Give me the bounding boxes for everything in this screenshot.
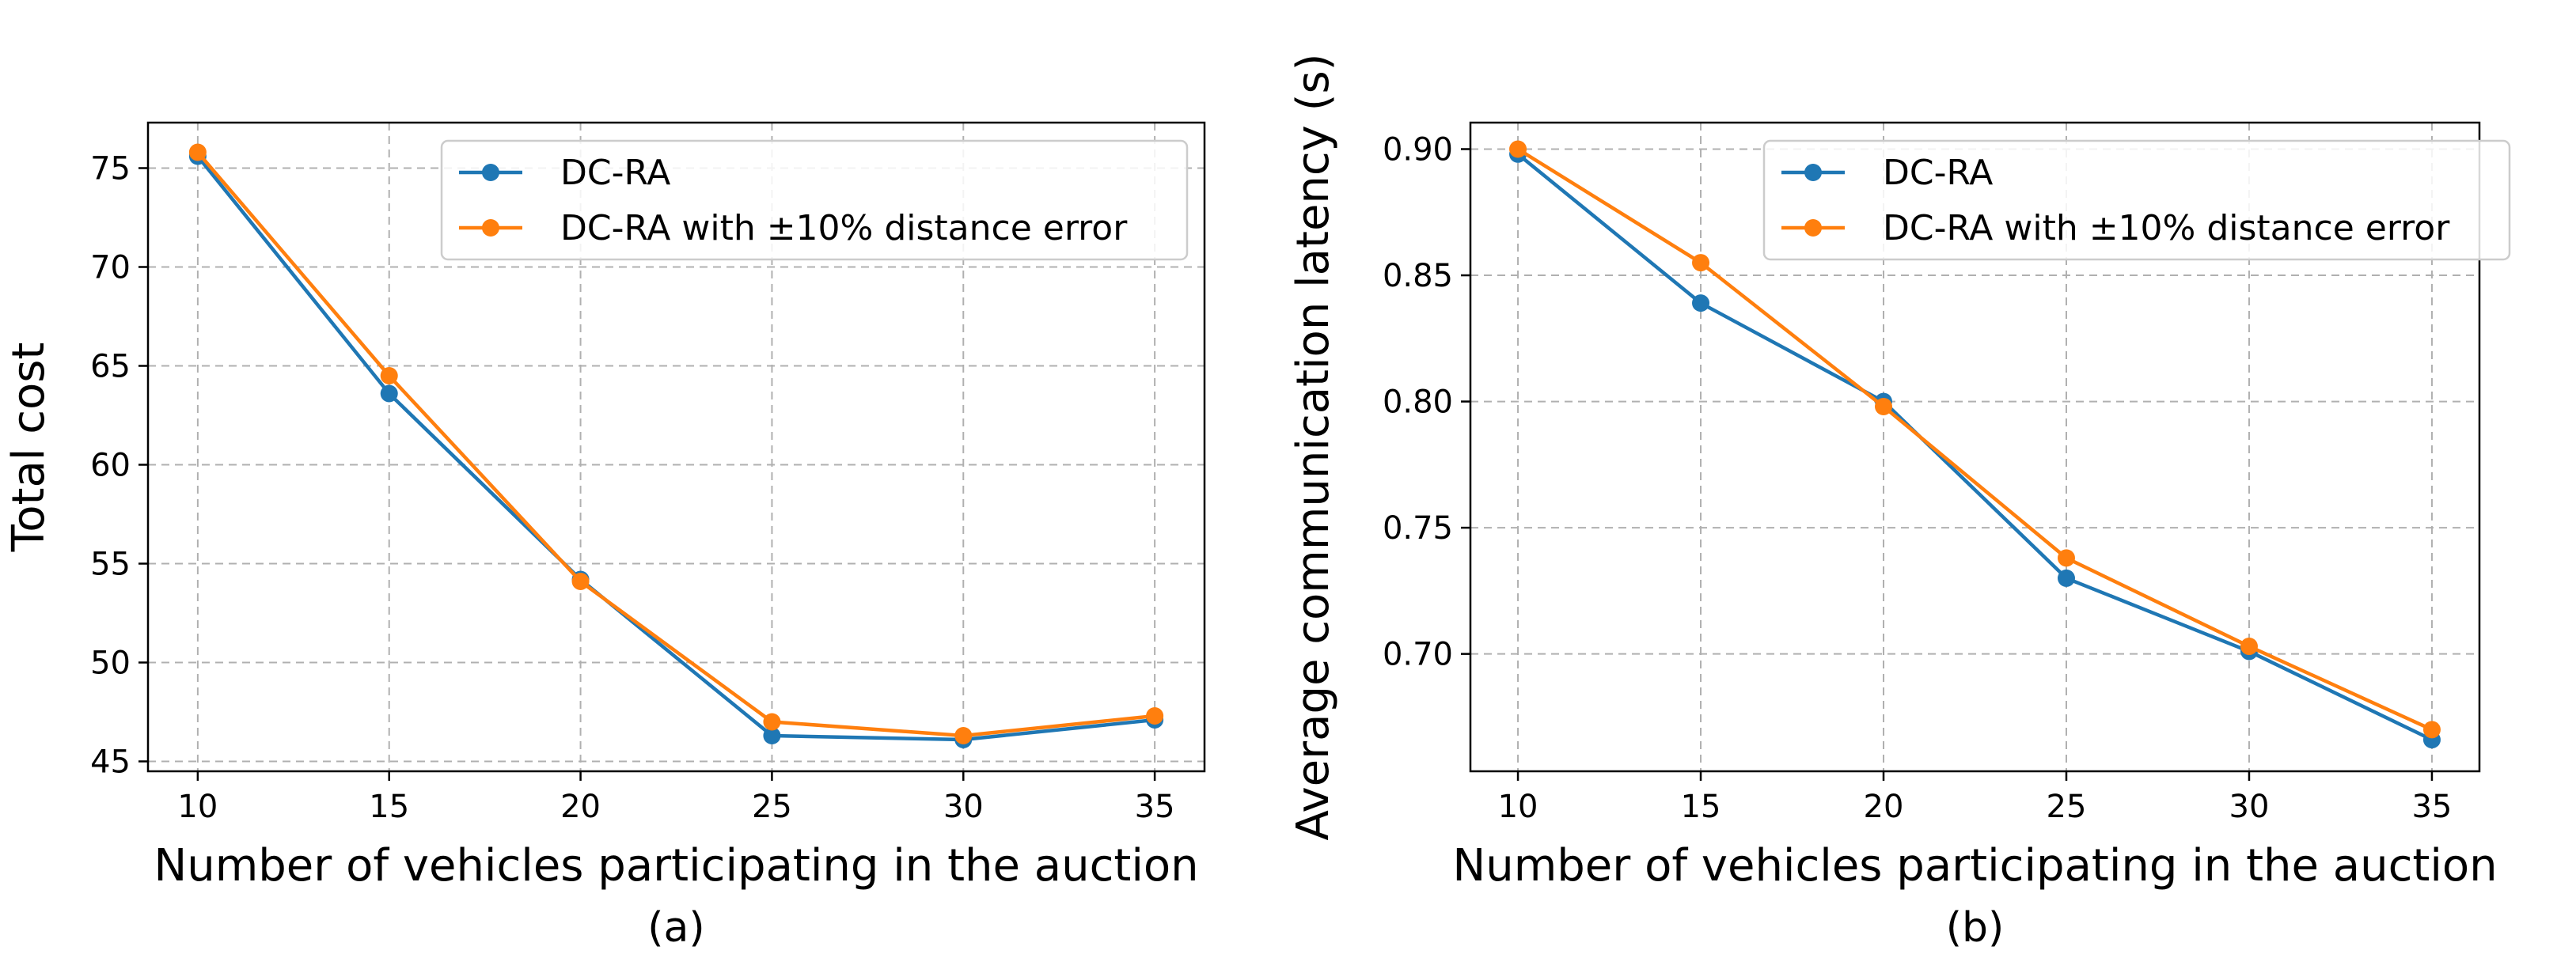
- y-tick-label: 55: [90, 547, 131, 583]
- data-point: [1692, 254, 1710, 272]
- legend-label: DC-RA with ±10% distance error: [560, 208, 1128, 248]
- series-line: [1516, 147, 2433, 732]
- data-point: [571, 573, 590, 590]
- chart-total-cost: 10 15 20 25 30 35 45 50 55 60 65 70 75 DC-RA DC-RA wit…: [3, 121, 1206, 952]
- x-tick-label: 15: [369, 789, 409, 825]
- data-point: [1146, 707, 1164, 725]
- series-line: [196, 155, 1155, 742]
- x-tick-label: 15: [1681, 789, 1721, 825]
- legend-label: DC-RA with ±10% distance error: [1883, 208, 2450, 248]
- y-axis-label: Average communication latency (s): [1288, 53, 1339, 840]
- legend-box: [440, 139, 1189, 261]
- x-axis-label: Number of vehicles participating in the …: [1452, 840, 2497, 892]
- y-tick-label: 0.90: [1383, 132, 1453, 168]
- x-tick-label: 35: [2411, 789, 2452, 825]
- data-point: [380, 384, 398, 403]
- data-point: [1875, 397, 1893, 415]
- legend: DC-RA DC-RA with ±10% distance error: [1762, 139, 2511, 261]
- data-point: [2240, 638, 2258, 656]
- data-point: [2422, 721, 2441, 739]
- legend-swatch-marker: [482, 164, 499, 181]
- y-tick-label: 0.85: [1383, 258, 1453, 294]
- x-tick-label: 10: [177, 789, 218, 825]
- legend-label: DC-RA: [560, 153, 670, 193]
- data-point: [1509, 140, 1527, 158]
- y-tick-label: 70: [90, 250, 131, 286]
- x-tick-label: 25: [2047, 789, 2087, 825]
- x-tick-label: 30: [943, 789, 984, 825]
- x-tick-label: 20: [1864, 789, 1904, 825]
- x-tick-label: 20: [560, 789, 601, 825]
- y-tick-label: 50: [90, 646, 131, 682]
- series-line: [196, 151, 1155, 738]
- x-tick-label: 35: [1135, 789, 1175, 825]
- legend-box: [1762, 139, 2511, 261]
- data-point: [1692, 294, 1710, 312]
- y-tick-label: 0.75: [1383, 510, 1453, 547]
- subfigure-caption: (a): [647, 904, 704, 952]
- y-tick-label: 0.80: [1383, 384, 1453, 421]
- y-axis-label: Total cost: [3, 343, 55, 553]
- x-tick-label: 30: [2229, 789, 2270, 825]
- data-point: [763, 727, 781, 744]
- legend-swatch-marker: [1804, 219, 1822, 237]
- legend-label: DC-RA: [1883, 153, 1993, 193]
- legend: DC-RA DC-RA with ±10% distance error: [440, 139, 1189, 261]
- x-tick-label: 25: [752, 789, 792, 825]
- data-point: [380, 367, 398, 384]
- legend-swatch-marker: [1804, 164, 1822, 181]
- y-tick-label: 0.70: [1383, 637, 1453, 673]
- legend-swatch-marker: [482, 219, 499, 237]
- subfigure-caption: (b): [1946, 904, 2005, 952]
- chart-average-latency: 10 15 20 25 30 350.700.750.800.850.90DC-RADC-…: [1288, 53, 2511, 952]
- x-axis-label: Number of vehicles participating in the …: [154, 840, 1198, 892]
- plot-frame: [146, 121, 1206, 773]
- data-point: [954, 727, 973, 744]
- x-tick-label: 10: [1498, 789, 1538, 825]
- data-point: [763, 713, 781, 731]
- y-tick-label: 45: [90, 744, 131, 781]
- data-point: [2057, 549, 2075, 567]
- plot-frame: [1469, 121, 2481, 773]
- y-tick-label: 65: [90, 349, 131, 385]
- y-tick-label: 75: [90, 151, 131, 187]
- data-point: [2057, 569, 2075, 587]
- data-point: [188, 143, 207, 161]
- y-tick-label: 60: [90, 448, 131, 484]
- series-line: [1516, 153, 2433, 742]
